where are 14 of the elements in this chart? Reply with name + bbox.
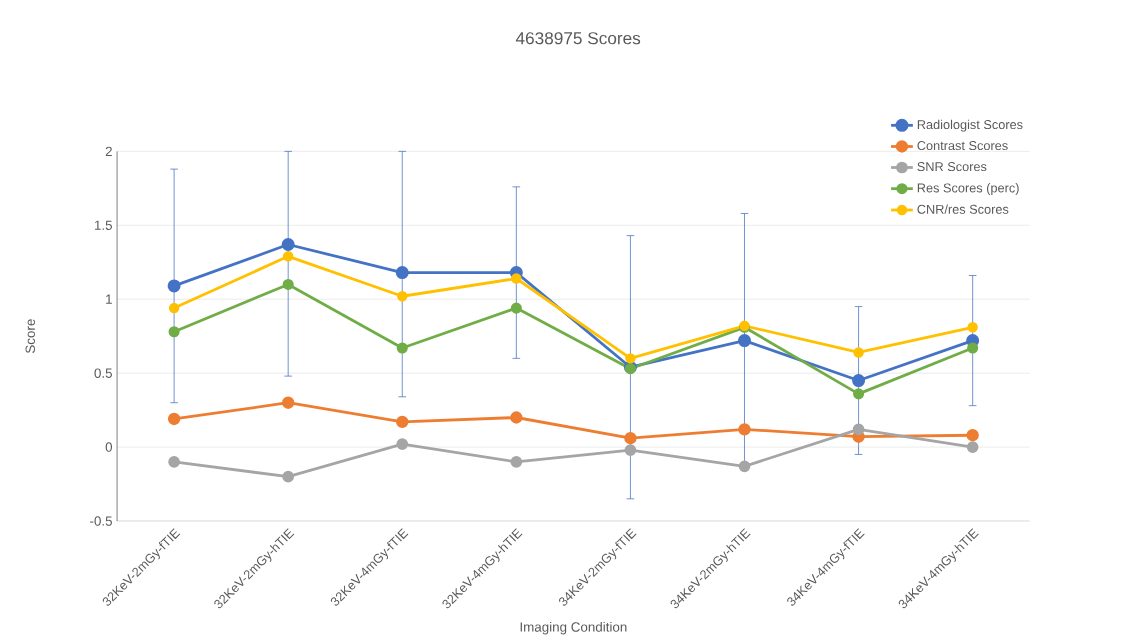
chart-title: 4638975 Scores	[515, 32, 641, 45]
y-tick-label: 0	[105, 442, 113, 452]
legend-label: Contrast Scores	[917, 141, 1008, 151]
x-axis-title: Imaging Condition	[520, 622, 627, 635]
y-tick-label: 1.5	[94, 220, 112, 231]
y-tick-label: 0.5	[94, 368, 112, 379]
legend-label: Radiologist Scores	[917, 119, 1023, 132]
legend-label: SNR Scores	[917, 162, 987, 172]
legend-label: CNR/res Scores	[917, 204, 1009, 214]
legend-label: Res Scores (perc)	[917, 183, 1019, 196]
y-axis-title: Score	[25, 319, 35, 354]
y-tick-label: -0.5	[90, 516, 112, 526]
y-tick-label: 1	[106, 294, 112, 304]
y-tick-label: 2	[105, 146, 112, 157]
